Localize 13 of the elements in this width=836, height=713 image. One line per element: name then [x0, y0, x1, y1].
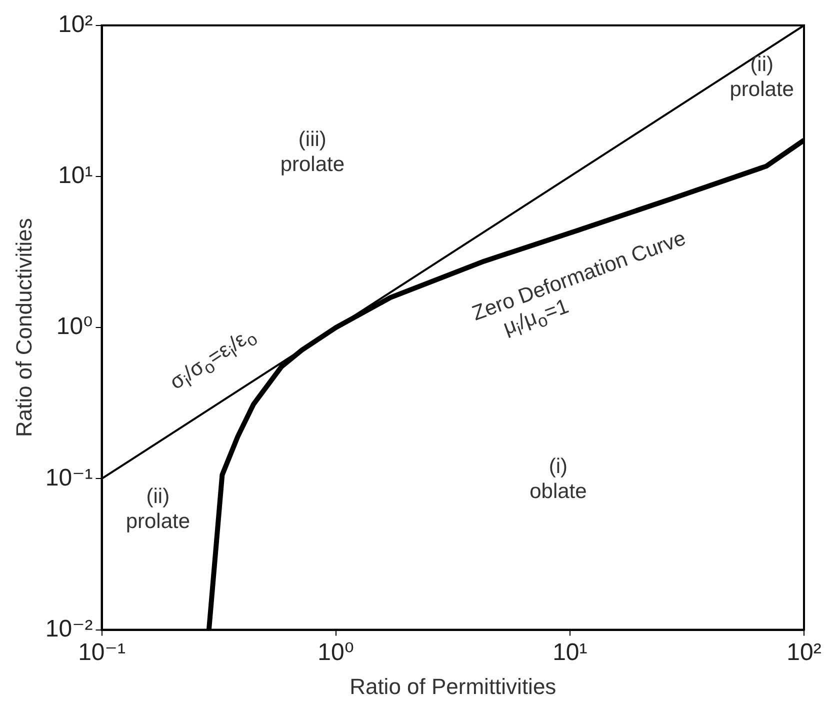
annotation: (ii) prolate [126, 484, 190, 534]
y-tick-label: 10¹ [58, 162, 93, 190]
x-tick-label: 10² [786, 638, 822, 666]
annotation: (i) oblate [530, 454, 587, 504]
x-axis-title: Ratio of Permittivities [350, 674, 556, 699]
y-tick-label: 10² [58, 11, 93, 38]
y-tick-label: 10⁰ [56, 313, 93, 340]
annotation: (iii) prolate [280, 127, 345, 178]
y-axis-title: Ratio of Conductivities [11, 218, 36, 438]
annotation: (ii) prolate [730, 52, 794, 102]
y-tick-label: 10⁻¹ [45, 464, 93, 492]
x-tick-label: 10⁰ [318, 638, 354, 666]
x-tick-label: 10¹ [552, 638, 588, 666]
